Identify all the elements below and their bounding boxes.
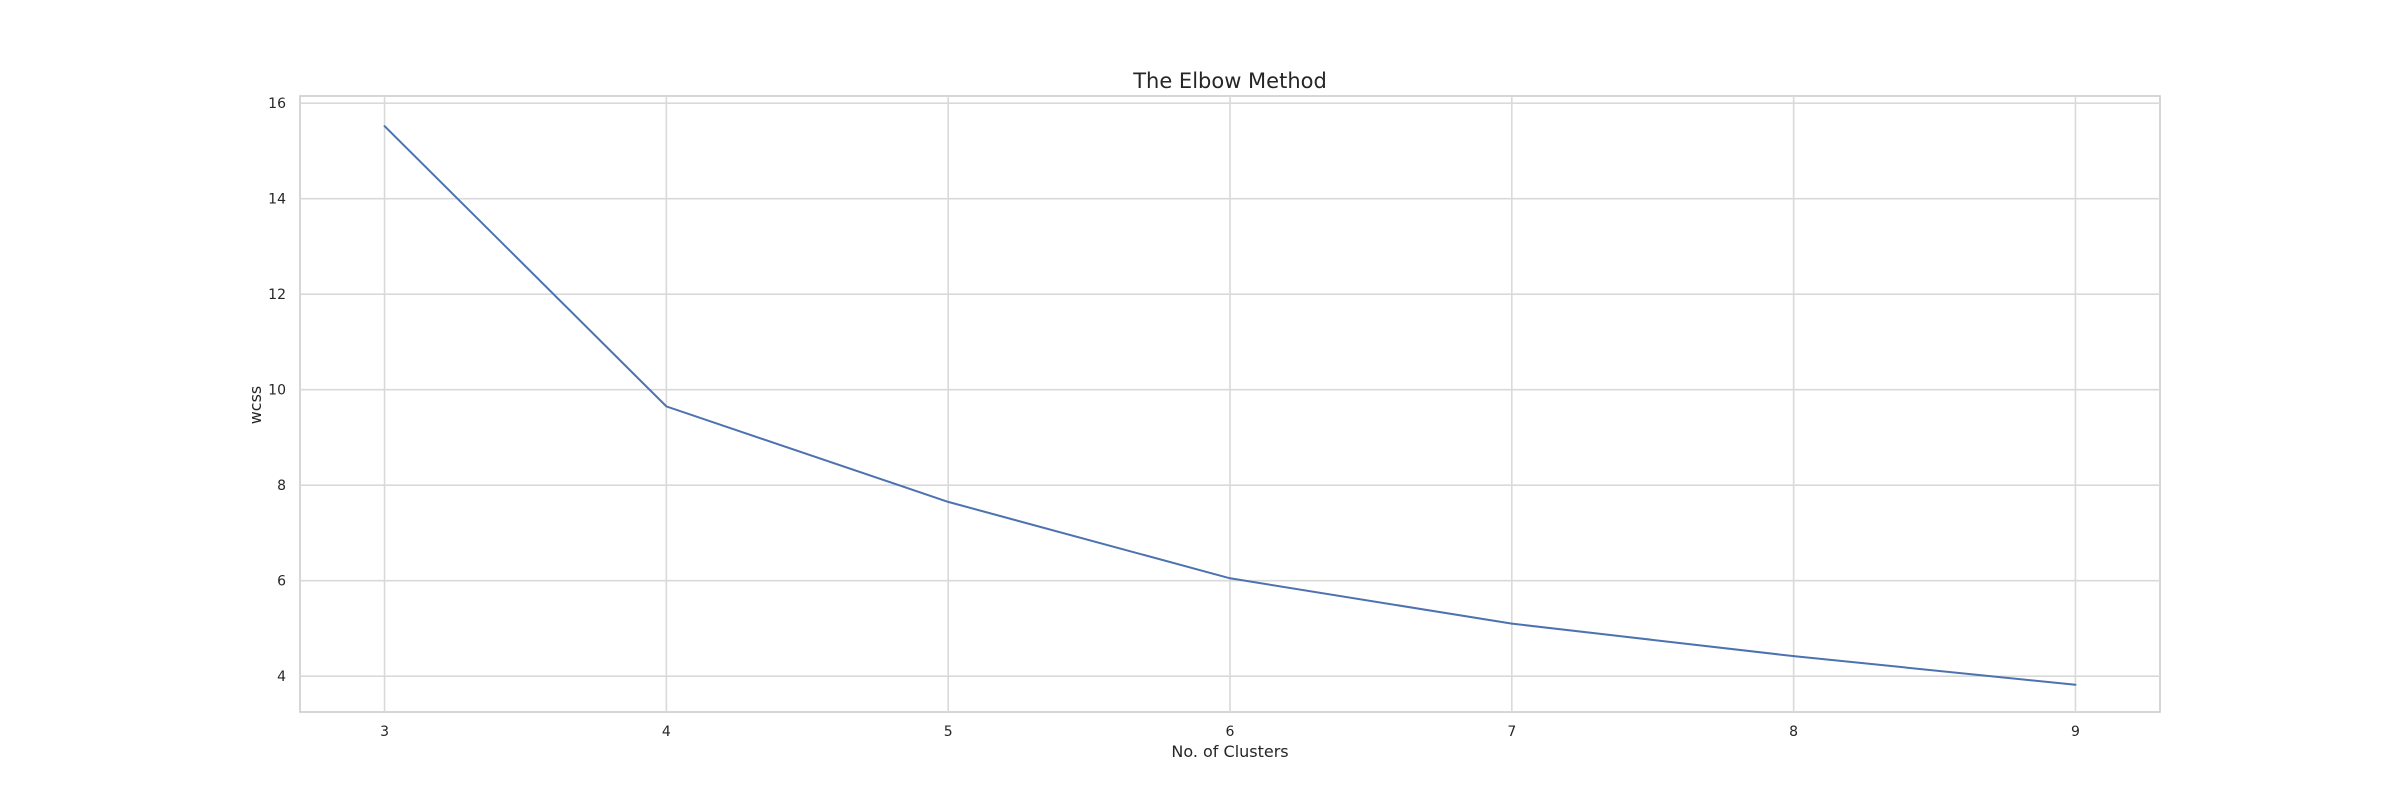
y-axis-label: wcss [246, 386, 265, 425]
y-tick-label: 8 [277, 478, 286, 494]
data-point [2074, 683, 2077, 686]
series-layer [383, 125, 2077, 686]
x-tick-label: 5 [944, 724, 953, 740]
x-tick-label: 6 [1226, 724, 1235, 740]
y-tick-label: 12 [268, 287, 286, 303]
grid-lines [300, 96, 2160, 712]
y-tick-label: 10 [268, 383, 286, 399]
x-tick-label: 8 [1789, 724, 1798, 740]
x-tick-label: 4 [662, 724, 671, 740]
data-point [1229, 577, 1231, 580]
data-point [665, 405, 668, 408]
data-point [1792, 655, 1795, 658]
y-tick-label: 16 [268, 96, 286, 112]
chart-title: The Elbow Method [1132, 69, 1327, 93]
tick-labels: 3 4 5 6 7 8 9 4 6 8 10 12 14 16 [268, 96, 2080, 740]
y-tick-label: 4 [277, 669, 286, 685]
x-tick-label: 3 [380, 724, 389, 740]
data-point [1510, 622, 1513, 625]
x-tick-label: 7 [1507, 724, 1516, 740]
y-tick-label: 6 [277, 574, 286, 590]
data-point [947, 500, 950, 503]
x-tick-label: 9 [2071, 724, 2080, 740]
x-axis-label: No. of Clusters [1171, 742, 1288, 761]
y-tick-label: 14 [268, 192, 286, 208]
data-point [383, 125, 386, 128]
